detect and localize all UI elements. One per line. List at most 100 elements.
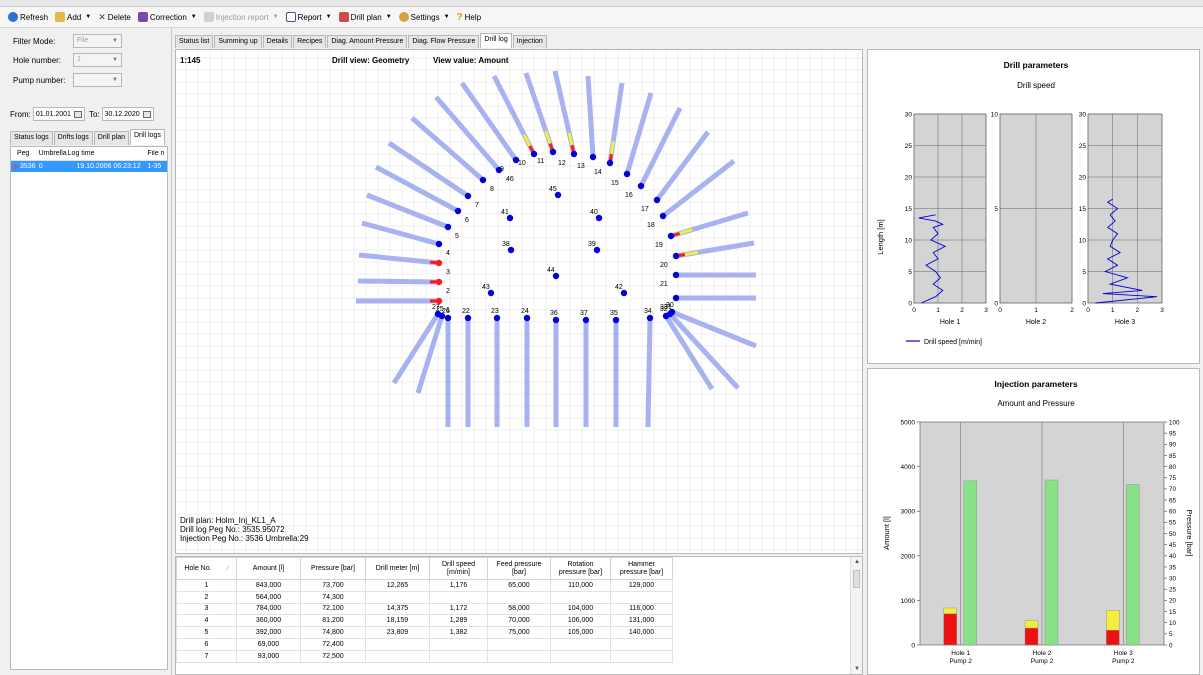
hole-marker-13[interactable] <box>589 153 597 161</box>
hole-marker-43[interactable] <box>487 289 495 297</box>
hole-label: 24 <box>521 308 529 315</box>
hole-marker-35[interactable] <box>612 316 620 324</box>
table-cell <box>487 637 551 651</box>
settings-button[interactable]: Settings ▼ <box>398 12 450 22</box>
hole-marker-27[interactable] <box>434 310 442 318</box>
hole-marker-22[interactable] <box>464 314 472 322</box>
hole-marker-45[interactable] <box>554 191 562 199</box>
hole-marker-14[interactable] <box>606 159 614 167</box>
tab-diag-amount-pressure[interactable]: Diag. Amount Pressure <box>327 35 408 48</box>
hole-number-select[interactable]: 1 ▼ <box>73 53 122 67</box>
column-header-log-time[interactable]: Log time <box>67 150 95 157</box>
calendar-icon[interactable] <box>73 110 82 118</box>
table-row[interactable]: 4 360,000 81,200 18,159 1,289 70,000 106,000 13… <box>176 614 673 628</box>
table-row[interactable]: 2 564,000 74,300 <box>176 590 673 604</box>
hole-marker-9[interactable] <box>512 156 520 164</box>
filter-mode-select[interactable]: File ▼ <box>73 34 122 48</box>
y2-tick-label: 85 <box>1169 453 1177 460</box>
tab-recipes[interactable]: Recipes <box>293 35 327 48</box>
tab-summing-up[interactable]: Summing up <box>214 35 262 48</box>
hole-marker-11[interactable] <box>549 148 557 156</box>
refresh-button[interactable]: Refresh <box>8 12 48 22</box>
hole-marker-44[interactable] <box>552 272 560 280</box>
hole-marker-8[interactable] <box>479 176 487 184</box>
tab-status-logs[interactable]: Status logs <box>10 131 53 145</box>
tab-details[interactable]: Details <box>262 35 293 48</box>
tab-diag-flow-pressure[interactable]: Diag. Flow Pressure <box>408 35 480 48</box>
edit-icon <box>137 12 148 22</box>
column-header-umbrella[interactable]: Umbrella <box>38 150 67 157</box>
injection-report-button[interactable]: Injection report ▼ <box>203 12 279 22</box>
table-row[interactable]: 6 69,000 72,400 <box>176 637 673 651</box>
hole-marker-5[interactable] <box>444 223 452 231</box>
hole-marker-33[interactable] <box>672 294 680 302</box>
hole-marker-17[interactable] <box>653 196 661 204</box>
to-date-picker[interactable]: 30.12.2020 <box>101 107 154 121</box>
table-row[interactable]: 5 392,000 74,800 23,809 1,382 75,000 105,000 14… <box>176 626 673 639</box>
from-date-picker[interactable]: 01.01.2001 <box>32 107 85 121</box>
column-header-drill-speed[interactable]: Drill speed [m/min] <box>429 557 488 580</box>
column-header-peg[interactable]: Peg <box>17 150 30 157</box>
column-header-pressure[interactable]: Pressure [bar] <box>300 557 366 580</box>
column-header-rotation-pressure[interactable]: Rotation pressure [bar] <box>550 557 611 580</box>
hole-marker-12[interactable] <box>570 150 578 158</box>
hole-marker-24[interactable] <box>523 314 531 322</box>
hole-marker-6[interactable] <box>454 207 462 215</box>
column-header-drill-meter[interactable]: Drill meter [m] <box>365 557 430 580</box>
table-cell: 1,289 <box>429 614 488 628</box>
hole-marker-37[interactable] <box>582 316 590 324</box>
hole-marker-2[interactable] <box>435 278 443 286</box>
delete-button[interactable]: ✕ Delete <box>98 12 131 23</box>
tab-injection[interactable]: Injection <box>512 35 547 48</box>
drill-plan-button[interactable]: Drill plan ▼ <box>338 12 392 22</box>
table-row[interactable]: 1 843,000 73,700 12,265 1,176 65,000 110,000 12… <box>176 579 673 592</box>
table-row[interactable]: 7 93,000 72,500 <box>176 649 673 663</box>
hole-marker-1[interactable] <box>435 297 443 305</box>
drill-log-list[interactable]: Peg Umbrella Log time File n ✳ 3536 0 19.… <box>10 146 168 670</box>
hole-marker-21[interactable] <box>672 271 680 279</box>
hole-marker-32[interactable] <box>662 312 670 320</box>
column-header-file[interactable]: File n <box>147 150 165 157</box>
hole-marker-10[interactable] <box>530 150 538 158</box>
tab-status-list[interactable]: Status list <box>175 35 214 48</box>
column-header-hammer-pressure[interactable]: Hammer pressure [bar] <box>610 557 673 580</box>
column-header-amount[interactable]: Amount [l] <box>236 557 301 580</box>
list-item[interactable]: ✳ 3536 0 19.10.2006 06:23:12 1-35 <box>11 161 167 172</box>
hole-marker-46[interactable] <box>495 166 503 174</box>
scroll-down-icon[interactable]: ▼ <box>854 666 860 672</box>
hole-marker-7[interactable] <box>464 192 472 200</box>
hole-marker-19[interactable] <box>667 232 675 240</box>
column-header-feed-pressure[interactable]: Feed pressure [bar] <box>487 557 551 580</box>
hole-marker-40[interactable] <box>595 214 603 222</box>
help-button[interactable]: ? Help <box>457 12 482 23</box>
drill-geometry-view[interactable]: 1 2 3 4 5 6 7 8 46 9 10 11 12 13 14 15 16 17 18 19 20 21 33 30 3… <box>175 49 863 554</box>
hole-marker-16[interactable] <box>637 182 645 190</box>
tab-drifts-logs[interactable]: Drifts logs <box>53 131 93 145</box>
hole-marker-20[interactable] <box>672 252 680 260</box>
tab-drill-logs[interactable]: Drill logs <box>130 129 165 145</box>
hole-marker-4[interactable] <box>435 240 443 248</box>
scroll-up-icon[interactable]: ▲ <box>854 559 860 565</box>
pump-number-select[interactable]: ▼ <box>73 73 122 87</box>
hole-marker-38[interactable] <box>507 246 515 254</box>
table-row[interactable]: 3 784,000 72,100 14,375 1,172 58,000 104,000 11… <box>176 602 673 616</box>
hole-marker-36[interactable] <box>552 316 560 324</box>
correction-button[interactable]: Correction ▼ <box>137 12 197 22</box>
hole-marker-39[interactable] <box>593 246 601 254</box>
hole-marker-23[interactable] <box>493 314 501 322</box>
tab-drill-log[interactable]: Drill log <box>480 33 512 48</box>
hole-marker-26[interactable] <box>444 314 452 322</box>
calendar-icon[interactable] <box>142 110 151 118</box>
hole-marker-18[interactable] <box>659 212 667 220</box>
table-scrollbar[interactable]: ▲ ▼ <box>850 557 862 674</box>
hole-marker-42[interactable] <box>620 289 628 297</box>
hole-marker-34[interactable] <box>646 314 654 322</box>
hole-marker-41[interactable] <box>506 214 514 222</box>
report-button[interactable]: Report ▼ <box>285 12 332 22</box>
column-header-hole-no[interactable]: Hole No. ⁄ <box>176 557 237 580</box>
add-button[interactable]: Add ▼ <box>55 12 91 22</box>
hole-marker-15[interactable] <box>623 170 631 178</box>
tab-drill-plan[interactable]: Drill plan <box>93 131 129 145</box>
scroll-thumb[interactable] <box>853 570 860 588</box>
hole-marker-3[interactable] <box>435 259 443 267</box>
